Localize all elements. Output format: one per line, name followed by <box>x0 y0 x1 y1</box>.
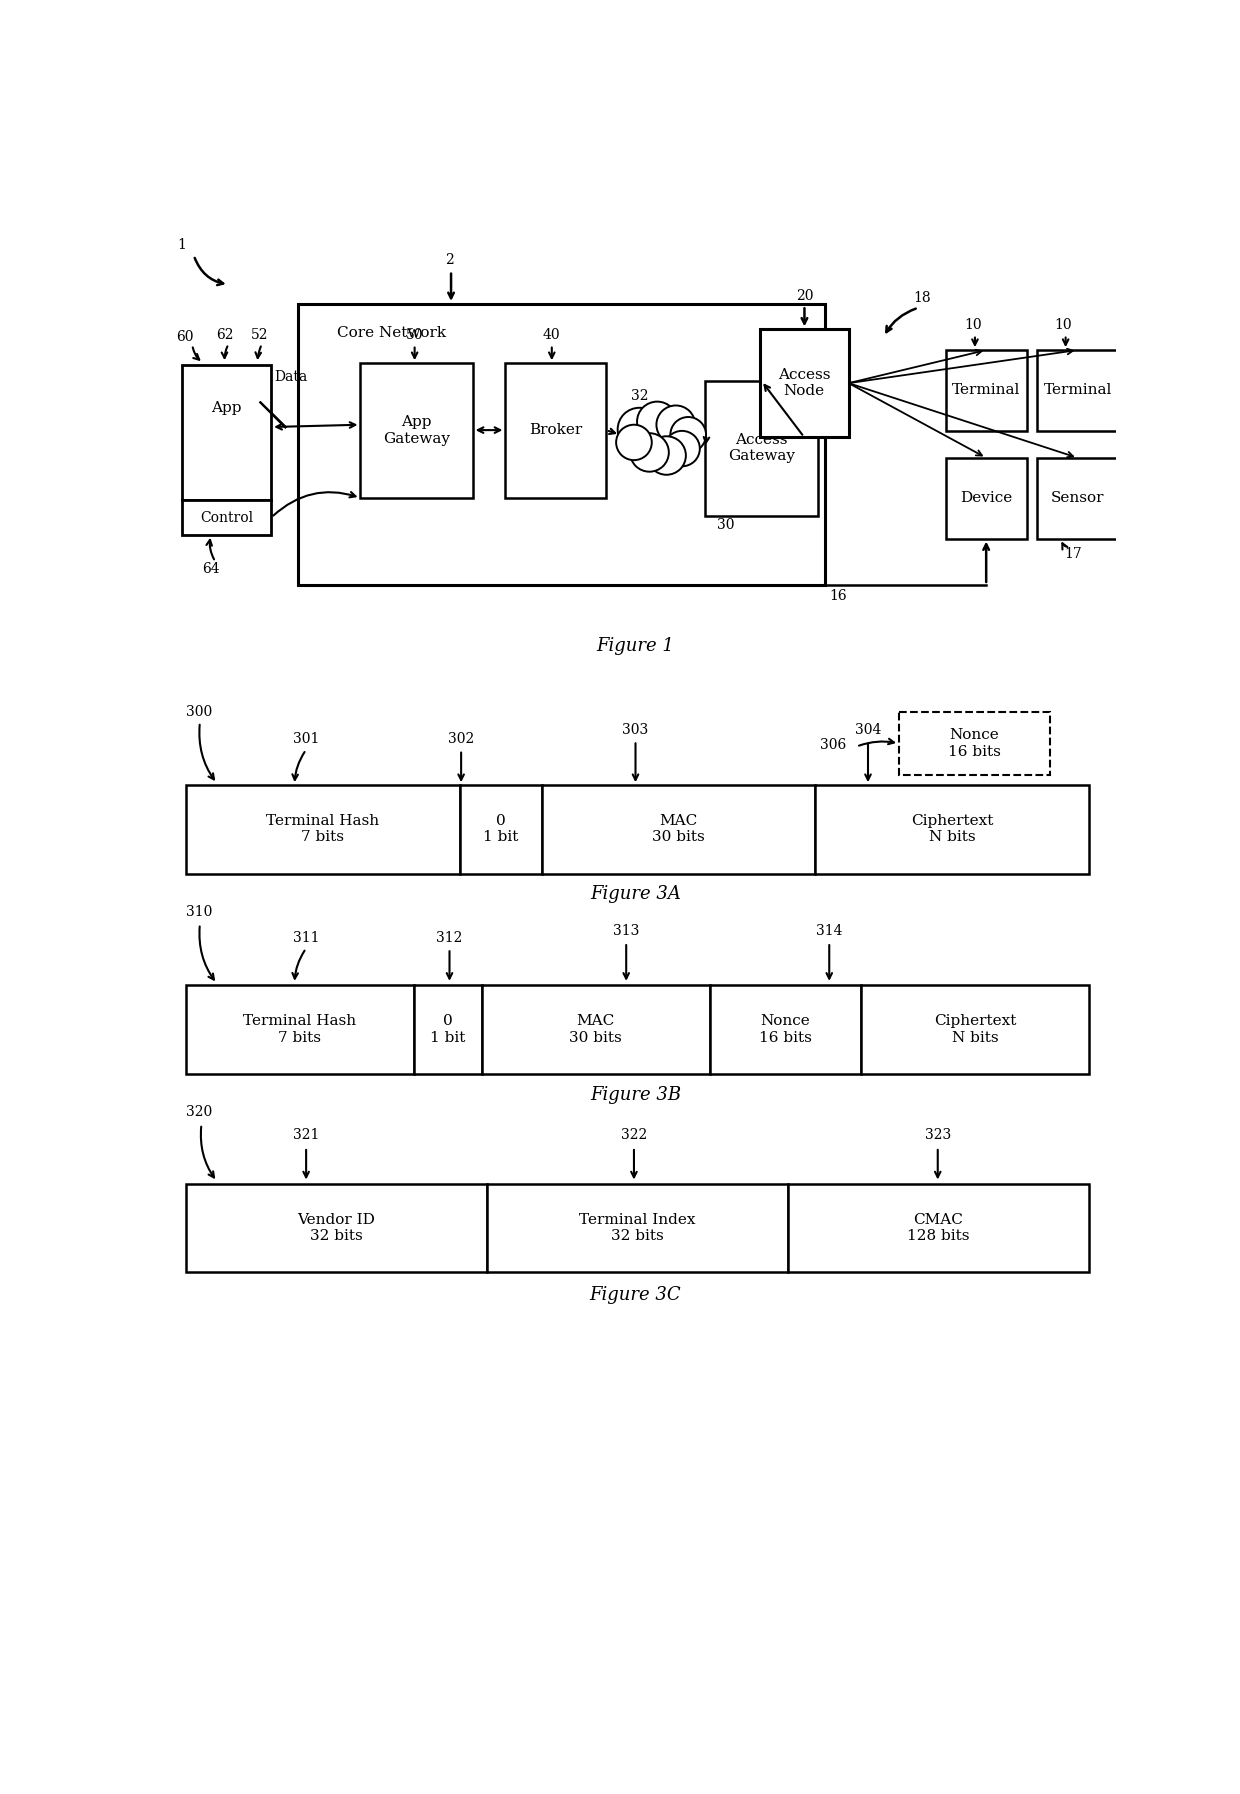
Bar <box>460 786 542 874</box>
Bar <box>186 786 460 874</box>
Bar <box>945 457 1027 538</box>
Bar <box>299 303 826 585</box>
Bar <box>182 501 272 535</box>
Bar <box>182 366 272 501</box>
Circle shape <box>665 431 699 466</box>
Circle shape <box>656 405 696 443</box>
Bar <box>482 985 709 1075</box>
Text: 310: 310 <box>186 906 212 919</box>
Text: Sensor: Sensor <box>1050 492 1105 506</box>
Text: 0
1 bit: 0 1 bit <box>430 1014 465 1044</box>
Bar <box>361 362 472 499</box>
Bar <box>186 1184 487 1272</box>
Text: Device: Device <box>960 492 1012 506</box>
Text: 320: 320 <box>186 1105 212 1119</box>
Text: 20: 20 <box>796 289 813 303</box>
Text: 30: 30 <box>717 518 734 531</box>
Text: Data: Data <box>274 370 308 384</box>
Bar <box>862 985 1089 1075</box>
Circle shape <box>630 432 668 472</box>
Text: 16: 16 <box>830 590 847 603</box>
Text: Terminal: Terminal <box>1043 384 1112 398</box>
Text: Terminal Hash
7 bits: Terminal Hash 7 bits <box>243 1014 356 1044</box>
Text: 18: 18 <box>914 291 931 305</box>
Text: Nonce
16 bits: Nonce 16 bits <box>759 1014 812 1044</box>
Bar <box>815 786 1089 874</box>
Bar <box>706 380 817 515</box>
Text: Broker: Broker <box>529 423 583 438</box>
Text: 311: 311 <box>293 931 320 944</box>
Circle shape <box>671 416 706 452</box>
Bar <box>186 985 414 1075</box>
Text: 0
1 bit: 0 1 bit <box>482 814 518 845</box>
Text: 10: 10 <box>1054 318 1073 332</box>
Text: 50: 50 <box>405 328 423 341</box>
Text: 313: 313 <box>613 924 640 938</box>
Text: 301: 301 <box>293 732 320 746</box>
Bar <box>709 985 862 1075</box>
Bar <box>1037 350 1118 431</box>
Bar <box>759 330 848 438</box>
Text: 17: 17 <box>1064 547 1083 562</box>
Text: 314: 314 <box>816 924 842 938</box>
Text: Terminal Hash
7 bits: Terminal Hash 7 bits <box>267 814 379 845</box>
Circle shape <box>618 407 661 450</box>
Bar <box>787 1184 1089 1272</box>
Text: Access
Gateway: Access Gateway <box>728 432 795 463</box>
Text: Vendor ID
32 bits: Vendor ID 32 bits <box>298 1213 376 1243</box>
Text: Core Network: Core Network <box>337 327 446 341</box>
Text: Ciphertext
N bits: Ciphertext N bits <box>934 1014 1017 1044</box>
Bar <box>899 712 1050 775</box>
Text: Figure 1: Figure 1 <box>596 637 675 655</box>
Text: Figure 3B: Figure 3B <box>590 1085 681 1103</box>
Text: 32: 32 <box>631 389 649 404</box>
Text: 306: 306 <box>820 737 846 752</box>
Text: CMAC
128 bits: CMAC 128 bits <box>908 1213 970 1243</box>
Bar <box>506 362 606 499</box>
Text: 302: 302 <box>448 732 474 746</box>
Text: 60: 60 <box>176 330 193 344</box>
Text: 300: 300 <box>186 705 212 719</box>
Text: App
Gateway: App Gateway <box>383 416 450 445</box>
Text: 304: 304 <box>854 723 882 737</box>
Text: 303: 303 <box>622 723 649 737</box>
Text: Terminal: Terminal <box>952 384 1021 398</box>
Text: 312: 312 <box>436 931 463 944</box>
Bar <box>414 985 482 1075</box>
Text: Figure 3C: Figure 3C <box>590 1286 681 1304</box>
Text: 322: 322 <box>621 1128 647 1143</box>
Text: 40: 40 <box>543 328 560 341</box>
Bar <box>1037 457 1118 538</box>
Text: Figure 3A: Figure 3A <box>590 886 681 904</box>
Text: Access
Node: Access Node <box>777 368 831 398</box>
Bar <box>487 1184 787 1272</box>
Text: Control: Control <box>200 511 253 524</box>
Text: Terminal Index
32 bits: Terminal Index 32 bits <box>579 1213 696 1243</box>
Bar <box>945 350 1027 431</box>
Text: 62: 62 <box>216 328 233 341</box>
Text: App: App <box>212 400 242 414</box>
Text: MAC
30 bits: MAC 30 bits <box>652 814 704 845</box>
Text: MAC
30 bits: MAC 30 bits <box>569 1014 622 1044</box>
Text: 1: 1 <box>177 237 186 251</box>
Text: 64: 64 <box>202 563 219 576</box>
Text: 2: 2 <box>445 253 454 267</box>
Text: 52: 52 <box>250 328 268 341</box>
Text: Nonce
16 bits: Nonce 16 bits <box>949 728 1001 759</box>
Text: 321: 321 <box>293 1128 320 1143</box>
Text: 10: 10 <box>963 318 981 332</box>
Bar <box>542 786 815 874</box>
Text: 323: 323 <box>925 1128 951 1143</box>
Circle shape <box>616 425 652 459</box>
Circle shape <box>647 436 686 475</box>
Text: Ciphertext
N bits: Ciphertext N bits <box>911 814 993 845</box>
Circle shape <box>637 402 677 441</box>
